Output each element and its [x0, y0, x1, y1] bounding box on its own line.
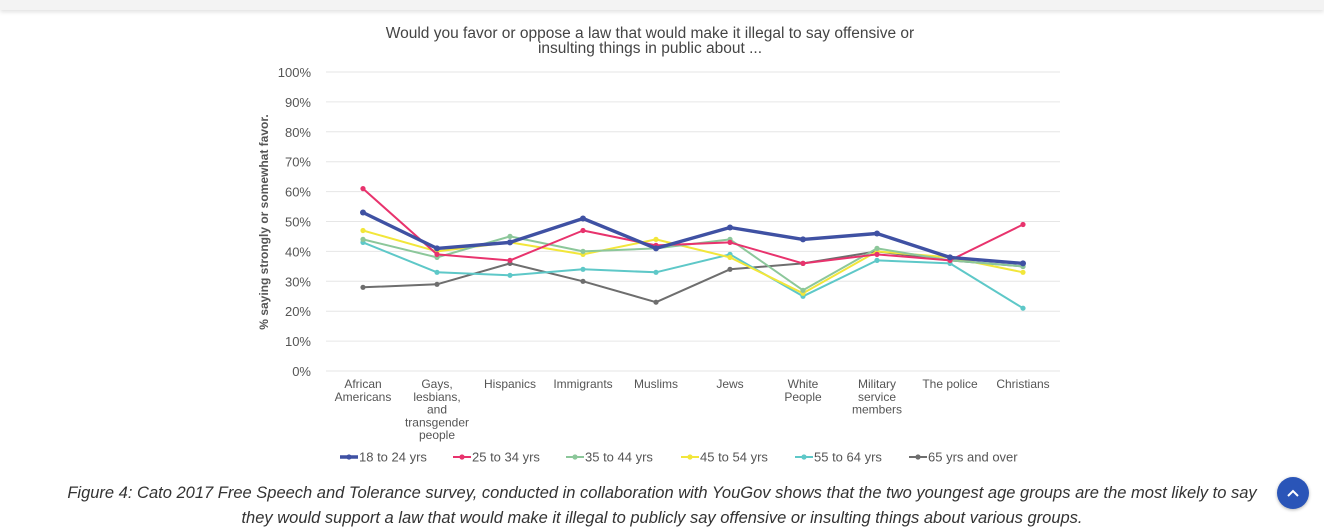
data-point [507, 239, 513, 246]
legend-label: 18 to 24 yrs [359, 450, 427, 465]
data-point [874, 245, 880, 251]
y-tick-label: 0% [292, 364, 311, 379]
top-bar [0, 0, 1324, 10]
legend-label: 25 to 34 yrs [472, 450, 540, 465]
data-point [360, 209, 366, 216]
data-point [727, 266, 733, 272]
data-point [874, 257, 880, 263]
caption-line-2: they would support a law that would make… [241, 509, 1083, 527]
data-point [800, 236, 806, 243]
series-line [362, 210, 1024, 266]
data-point [580, 215, 586, 222]
legend-label: 45 to 54 yrs [700, 450, 768, 465]
x-tick-label: The police [922, 377, 978, 391]
y-axis-label: % saying strongly or somewhat favor. [257, 114, 271, 329]
data-point [1020, 305, 1026, 311]
data-point [653, 245, 659, 252]
y-tick-labels: 0% 10% 20% 30% 40% 50% 60% 70% 80% 90% 100% [278, 65, 312, 379]
y-tick-label: 10% [285, 334, 311, 349]
legend-marker [687, 454, 693, 460]
data-point [507, 257, 513, 263]
figure-caption: Figure 4: Cato 2017 Free Speech and Tole… [0, 481, 1324, 531]
chevron-up-icon [1287, 489, 1299, 497]
data-point [360, 236, 366, 242]
x-tick-label: Muslims [634, 377, 678, 391]
y-tick-label: 70% [285, 155, 311, 170]
x-tick-label: Hispanics [484, 377, 536, 391]
data-point [434, 269, 440, 275]
legend-marker [346, 454, 352, 460]
y-tick-label: 80% [285, 125, 311, 140]
data-point [434, 281, 440, 287]
data-point [874, 251, 880, 257]
x-tick-label: Jews [716, 377, 743, 391]
y-tick-label: 90% [285, 95, 311, 110]
x-tick-label: African Americans [335, 377, 392, 404]
data-point [727, 254, 733, 260]
legend-label: 65 yrs and over [928, 450, 1018, 465]
data-point [800, 260, 806, 266]
data-point [1020, 269, 1026, 275]
series-line [362, 187, 1024, 265]
data-point [653, 236, 659, 242]
caption-line-1: Figure 4: Cato 2017 Free Speech and Tole… [67, 484, 1257, 502]
data-point [727, 239, 733, 245]
legend-marker [801, 454, 807, 460]
chart-title-line: insulting things in public about ... [538, 40, 762, 57]
scroll-to-top-button[interactable] [1277, 477, 1309, 509]
y-tick-label: 30% [285, 274, 311, 289]
x-tick-label: White People [784, 377, 822, 404]
data-point [434, 245, 440, 252]
data-point [580, 266, 586, 272]
data-point [360, 227, 366, 234]
grid-lines [326, 71, 1060, 372]
legend-label: 35 to 44 yrs [585, 450, 653, 465]
data-point [653, 269, 659, 275]
x-tick-label: Gays, lesbians, and transgender people [405, 377, 469, 442]
data-point [653, 299, 659, 305]
y-tick-label: 20% [285, 304, 311, 319]
chart-title: Would you favor or oppose a law that wou… [386, 25, 914, 57]
data-point [1020, 221, 1026, 228]
data-point [800, 287, 806, 293]
y-tick-label: 50% [285, 215, 311, 230]
data-point [434, 251, 440, 257]
y-axis-label-text: % saying strongly or somewhat favor. [257, 114, 271, 329]
x-tick-label: Military service members [852, 377, 902, 417]
data-point [360, 284, 366, 290]
y-tick-label: 40% [285, 244, 311, 259]
legend-label: 55 to 64 yrs [814, 450, 882, 465]
data-point [507, 272, 513, 278]
legend-marker [915, 454, 921, 460]
data-point [947, 254, 953, 261]
x-tick-label: Christians [996, 377, 1049, 391]
series-lines [360, 186, 1026, 311]
legend-marker [572, 454, 578, 460]
data-point [1020, 260, 1026, 267]
data-point [874, 230, 880, 237]
legend: 18 to 24 yrs 25 to 34 yrs 35 to 44 yrs 45 t… [340, 450, 1018, 465]
chart-title-line: Would you favor or oppose a law that wou… [386, 25, 914, 42]
line-chart: Would you favor or oppose a law that wou… [257, 25, 1060, 465]
y-tick-label: 60% [285, 185, 311, 200]
data-point [507, 233, 513, 239]
x-tick-labels: African Americans Gays, lesbians, and transge… [335, 377, 1050, 442]
data-point [360, 186, 366, 192]
data-point [580, 227, 586, 234]
y-tick-label: 100% [278, 65, 312, 80]
data-point [727, 224, 733, 231]
series-line [362, 241, 1024, 310]
x-tick-label: Immigrants [553, 377, 612, 391]
legend-marker [459, 454, 465, 460]
data-point [580, 248, 586, 254]
data-point [580, 278, 586, 284]
